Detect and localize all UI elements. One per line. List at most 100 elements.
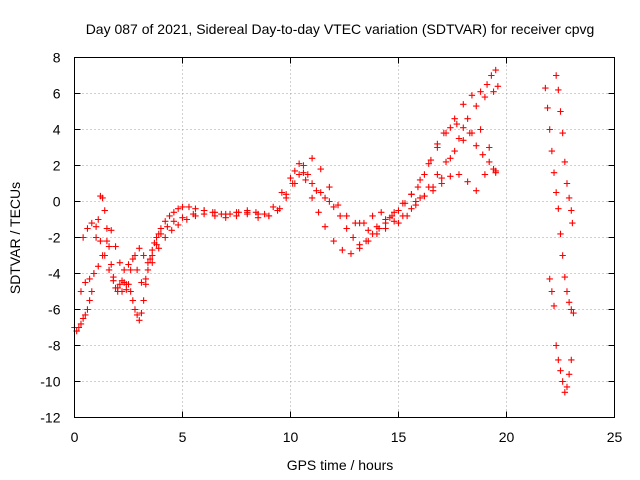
data-point bbox=[447, 173, 454, 180]
data-point bbox=[291, 167, 299, 175]
data-point bbox=[261, 210, 268, 218]
data-point bbox=[105, 266, 113, 274]
y-tick-label: -4 bbox=[48, 266, 61, 282]
data-point bbox=[92, 223, 100, 230]
data-point bbox=[278, 189, 286, 196]
data-point bbox=[412, 198, 419, 205]
data-point bbox=[110, 277, 117, 284]
data-point bbox=[550, 169, 558, 176]
x-axis-label: GPS time / hours bbox=[287, 457, 394, 473]
y-axis-ticks: -12 -10 -8 -6 -4 -2 0 2 4 6 8 bbox=[40, 50, 615, 426]
data-point bbox=[233, 209, 240, 216]
data-point bbox=[455, 171, 463, 178]
data-point bbox=[544, 104, 551, 112]
data-point bbox=[563, 180, 571, 187]
data-point bbox=[144, 266, 152, 274]
data-point bbox=[77, 288, 85, 295]
data-point bbox=[295, 160, 303, 167]
x-tick-label: 0 bbox=[71, 429, 79, 445]
data-point bbox=[442, 129, 450, 137]
data-point bbox=[82, 311, 89, 319]
data-point bbox=[490, 88, 497, 95]
data-point bbox=[557, 367, 564, 374]
data-point bbox=[365, 237, 372, 245]
data-point bbox=[568, 207, 575, 214]
data-point bbox=[101, 207, 108, 214]
data-point bbox=[460, 124, 467, 131]
series-third-pass bbox=[79, 83, 502, 295]
data-point bbox=[326, 183, 333, 191]
y-tick-label: -10 bbox=[40, 374, 60, 390]
data-point bbox=[142, 275, 149, 283]
y-tick-label: -6 bbox=[48, 302, 61, 318]
data-point bbox=[287, 174, 294, 182]
data-point bbox=[373, 223, 381, 230]
data-point bbox=[282, 194, 290, 202]
data-point bbox=[103, 225, 111, 232]
data-point bbox=[200, 207, 208, 214]
data-point bbox=[343, 212, 350, 220]
data-point bbox=[460, 101, 467, 108]
data-point bbox=[140, 252, 147, 259]
data-point bbox=[138, 309, 145, 317]
data-point bbox=[88, 219, 95, 227]
data-point bbox=[557, 108, 564, 115]
data-point bbox=[315, 209, 322, 216]
data-point bbox=[131, 252, 139, 259]
data-point bbox=[451, 147, 458, 155]
data-point bbox=[131, 306, 139, 313]
data-point bbox=[347, 250, 355, 257]
data-point bbox=[356, 219, 363, 227]
data-point bbox=[488, 72, 495, 79]
data-point bbox=[378, 209, 385, 216]
data-point bbox=[356, 245, 363, 252]
y-tick-label: -2 bbox=[48, 230, 61, 246]
data-point bbox=[555, 86, 562, 94]
x-tick-label: 15 bbox=[391, 429, 407, 445]
data-point bbox=[434, 144, 441, 151]
data-point bbox=[179, 214, 186, 221]
data-point bbox=[425, 160, 432, 167]
data-point bbox=[373, 230, 381, 238]
data-points bbox=[71, 66, 577, 396]
data-point bbox=[120, 266, 128, 274]
data-point bbox=[429, 187, 437, 194]
data-point bbox=[274, 207, 281, 214]
data-point bbox=[155, 245, 162, 252]
data-point bbox=[421, 192, 428, 200]
data-point bbox=[321, 194, 329, 202]
data-point bbox=[349, 234, 357, 241]
data-point bbox=[486, 158, 493, 166]
y-axis-label: SDTVAR / TECUs bbox=[7, 182, 23, 294]
data-point bbox=[568, 306, 575, 313]
data-point bbox=[149, 246, 156, 254]
data-point bbox=[146, 255, 154, 263]
data-point bbox=[403, 212, 411, 220]
data-point bbox=[565, 299, 573, 306]
data-point bbox=[101, 252, 108, 259]
data-point bbox=[185, 203, 193, 211]
data-point bbox=[548, 147, 556, 155]
data-point bbox=[414, 183, 422, 191]
data-point bbox=[103, 237, 111, 245]
data-point bbox=[90, 270, 98, 277]
data-point bbox=[481, 93, 489, 101]
data-point bbox=[153, 241, 160, 248]
data-point bbox=[552, 72, 560, 79]
data-point bbox=[479, 151, 486, 158]
data-point bbox=[365, 227, 372, 234]
data-point bbox=[561, 389, 569, 396]
data-point bbox=[192, 205, 199, 212]
data-point bbox=[451, 115, 458, 122]
data-point bbox=[390, 209, 398, 216]
data-point bbox=[563, 383, 571, 391]
y-tick-label: -12 bbox=[40, 410, 60, 426]
y-tick-label: 4 bbox=[53, 122, 61, 138]
data-point bbox=[265, 212, 273, 220]
data-point bbox=[97, 237, 104, 245]
data-point bbox=[123, 286, 130, 293]
data-point bbox=[464, 115, 471, 122]
data-point bbox=[116, 281, 124, 288]
data-point bbox=[569, 219, 576, 227]
data-point bbox=[570, 309, 577, 317]
